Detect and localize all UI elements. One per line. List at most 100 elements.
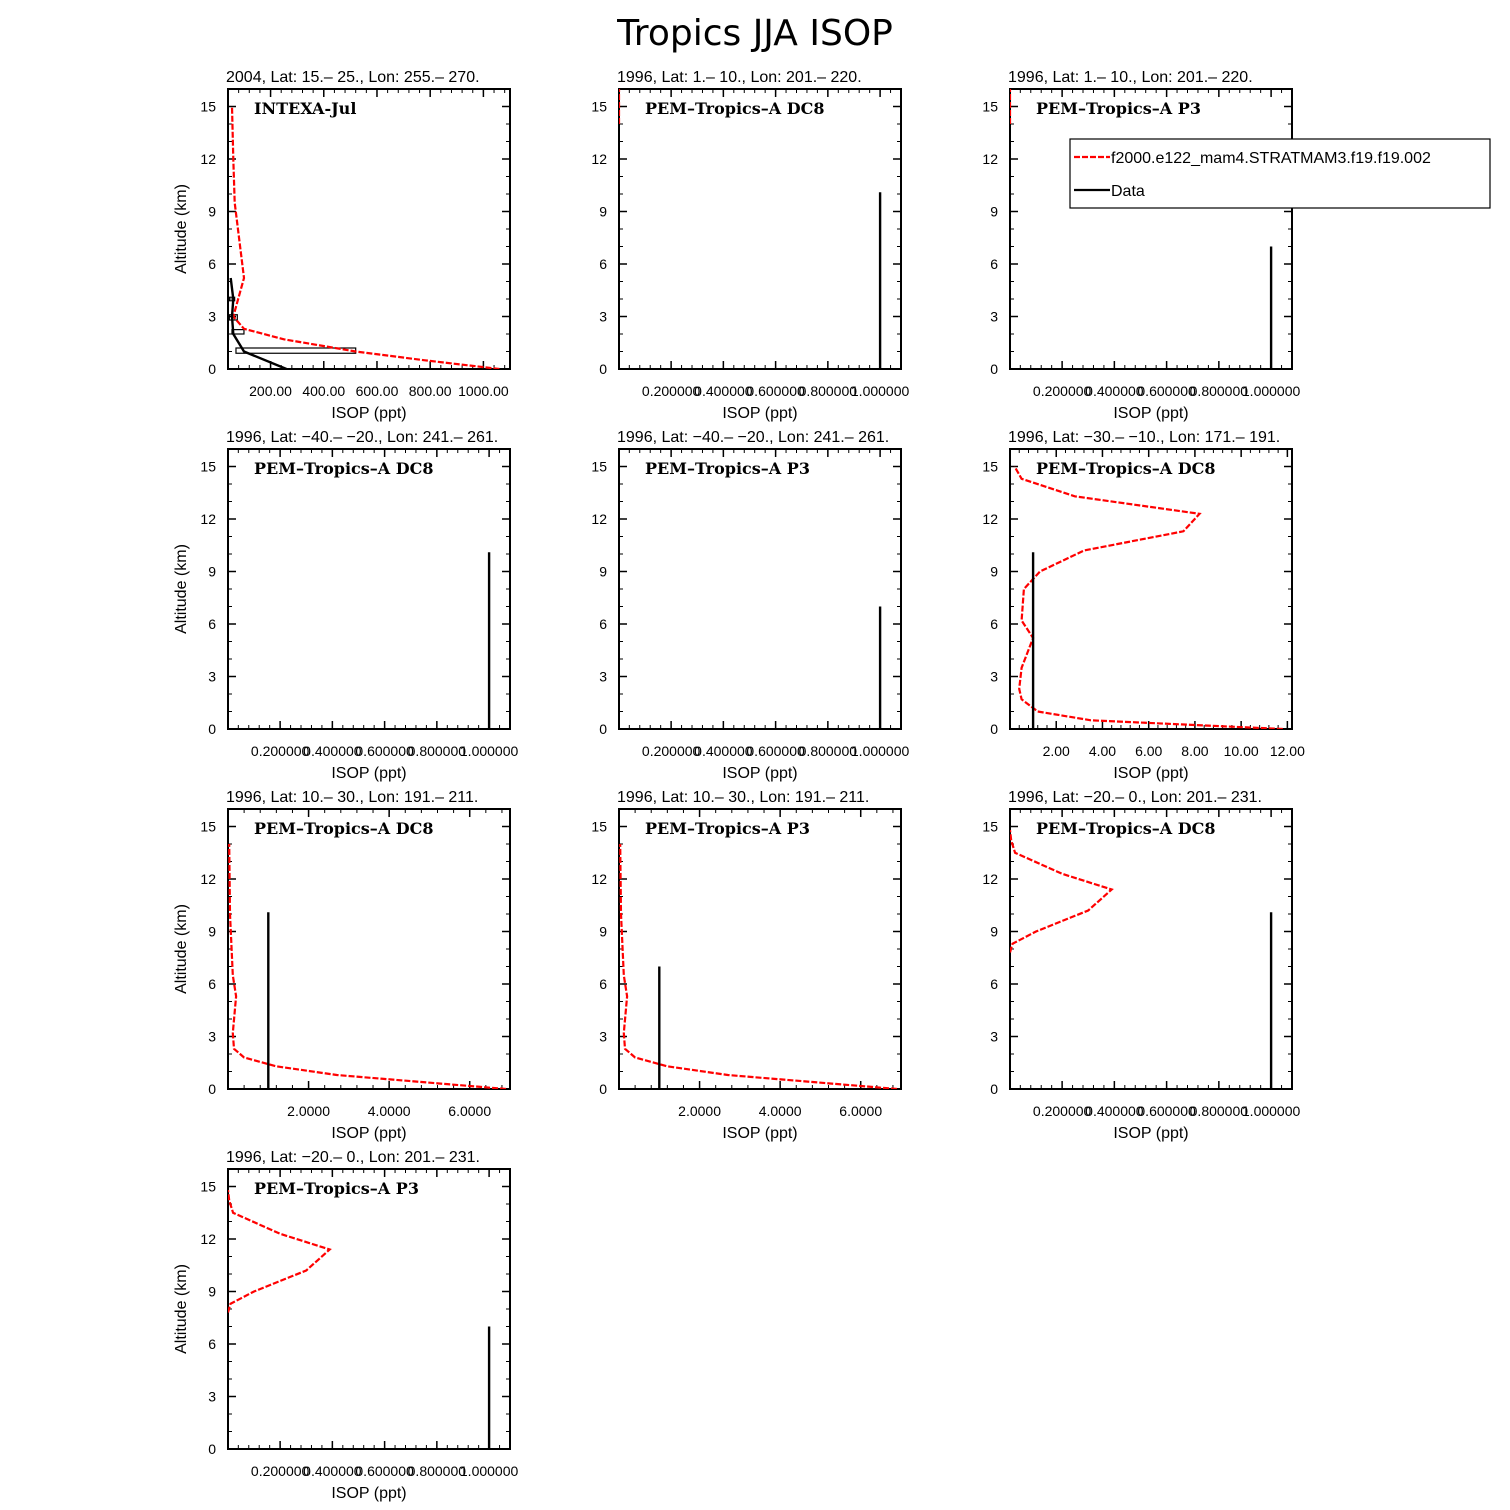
model-series-line (1010, 829, 1114, 953)
y-tick-label: 3 (599, 669, 607, 685)
panel-6: 1996, Lat: −30.– −10., Lon: 171.– 191. PE… (982, 429, 1305, 782)
x-tick-label: 0.400000 (303, 1463, 362, 1479)
y-tick-label: 12 (591, 871, 607, 887)
plot-area (228, 106, 500, 369)
x-axis-label: ISOP (ppt) (1113, 405, 1188, 422)
campaign-label: INTEXA-Jul (254, 99, 356, 118)
x-tick-label: 600.00 (356, 383, 399, 399)
y-tick-label: 3 (599, 1029, 607, 1045)
y-tick-label: 9 (990, 924, 998, 940)
y-tick-label: 0 (208, 721, 216, 737)
x-tick-label: 0.600000 (1137, 383, 1196, 399)
x-tick-label: 0.400000 (1085, 1103, 1144, 1119)
y-tick-label: 0 (208, 1081, 216, 1097)
y-tick-label: 3 (990, 669, 998, 685)
y-tick-label: 12 (982, 511, 998, 527)
y-tick-label: 15 (591, 99, 607, 115)
x-tick-label: 0.600000 (355, 743, 414, 759)
y-tick-label: 9 (599, 564, 607, 580)
x-tick-label: 0.800000 (1190, 383, 1249, 399)
x-tick-label: 4.00 (1089, 743, 1116, 759)
x-tick-label: 10.00 (1224, 743, 1259, 759)
x-tick-label: 4.0000 (759, 1103, 802, 1119)
y-tick-label: 15 (200, 99, 216, 115)
y-tick-label: 12 (200, 151, 216, 167)
x-tick-label: 200.00 (249, 383, 292, 399)
panel-3: 1996, Lat: 1.– 10., Lon: 201.– 220. PEM–T… (982, 69, 1300, 422)
x-tick-label: 0.400000 (694, 383, 753, 399)
x-tick-label: 0.400000 (694, 743, 753, 759)
panel-title: 2004, Lat: 15.– 25., Lon: 255.– 270. (226, 69, 480, 86)
y-tick-label: 6 (599, 616, 607, 632)
x-axis-label: ISOP (ppt) (331, 1485, 406, 1502)
y-tick-label: 6 (208, 976, 216, 992)
y-tick-label: 6 (599, 256, 607, 272)
x-tick-label: 0.400000 (1085, 383, 1144, 399)
panel-title: 1996, Lat: −20.– 0., Lon: 201.– 231. (1008, 789, 1262, 806)
model-series-line (228, 1189, 332, 1313)
y-tick-label: 6 (990, 616, 998, 632)
panel-4: 1996, Lat: −40.– −20., Lon: 241.– 261. PE… (173, 429, 519, 782)
y-tick-label: 15 (982, 459, 998, 475)
x-tick-label: 0.600000 (746, 743, 805, 759)
panel-5: 1996, Lat: −40.– −20., Lon: 241.– 261. PE… (591, 429, 909, 782)
x-tick-label: 0.600000 (746, 383, 805, 399)
x-tick-label: 0.800000 (799, 743, 858, 759)
panel-9: 1996, Lat: −20.– 0., Lon: 201.– 231. PEM–… (982, 789, 1300, 1142)
y-tick-label: 0 (208, 361, 216, 377)
plot-area (228, 843, 507, 1089)
y-tick-label: 15 (982, 819, 998, 835)
x-tick-label: 400.00 (302, 383, 345, 399)
x-axis-label: ISOP (ppt) (722, 405, 797, 422)
panel-1: 2004, Lat: 15.– 25., Lon: 255.– 270. INTE… (173, 69, 511, 422)
y-tick-label: 12 (982, 871, 998, 887)
legend-box (1069, 138, 1491, 209)
x-tick-label: 0.800000 (1190, 1103, 1249, 1119)
x-tick-label: 4.0000 (368, 1103, 411, 1119)
plot-frame (227, 808, 511, 1090)
y-tick-label: 15 (200, 1179, 216, 1195)
legend-entry-label: f2000.e122_mam4.STRATMAM3.f19.f19.002 (1111, 150, 1431, 167)
legend-entry-label: Data (1111, 183, 1145, 200)
x-tick-label: 2.0000 (678, 1103, 721, 1119)
x-tick-label: 0.200000 (251, 743, 310, 759)
x-tick-label: 1.000000 (460, 743, 519, 759)
panel-title: 1996, Lat: 1.– 10., Lon: 201.– 220. (617, 69, 862, 86)
x-tick-label: 0.200000 (1033, 383, 1092, 399)
y-tick-label: 3 (208, 669, 216, 685)
y-tick-label: 15 (591, 819, 607, 835)
data-series-line (229, 277, 287, 369)
panel-title: 1996, Lat: −40.– −20., Lon: 241.– 261. (226, 429, 498, 446)
x-tick-label: 0.200000 (1033, 1103, 1092, 1119)
y-tick-label: 3 (990, 309, 998, 325)
y-tick-label: 3 (208, 309, 216, 325)
x-axis-label: ISOP (ppt) (722, 1125, 797, 1142)
campaign-label: PEM–Tropics–A DC8 (254, 819, 434, 838)
x-axis-label: ISOP (ppt) (331, 765, 406, 782)
x-tick-label: 0.600000 (1137, 1103, 1196, 1119)
plot-area (1013, 465, 1283, 729)
panel-2: 1996, Lat: 1.– 10., Lon: 201.– 220. PEM–T… (591, 69, 909, 422)
campaign-label: PEM–Tropics–A P3 (1036, 99, 1201, 118)
model-series-line (1013, 465, 1283, 729)
x-tick-label: 0.200000 (642, 383, 701, 399)
model-series-line (619, 843, 898, 1089)
y-tick-label: 3 (208, 1029, 216, 1045)
x-tick-label: 2.0000 (287, 1103, 330, 1119)
x-tick-label: 1000.00 (458, 383, 509, 399)
y-tick-label: 12 (591, 151, 607, 167)
legend: f2000.e122_mam4.STRATMAM3.f19.f19.002 Dat… (1069, 138, 1491, 209)
panel-7: 1996, Lat: 10.– 30., Lon: 191.– 211. PEM–… (173, 789, 511, 1142)
plot-frame (227, 448, 511, 730)
panel-title: 1996, Lat: −20.– 0., Lon: 201.– 231. (226, 1149, 480, 1166)
model-series-line (230, 106, 500, 369)
x-axis-label: ISOP (ppt) (331, 1125, 406, 1142)
y-tick-label: 15 (982, 99, 998, 115)
y-tick-label: 6 (208, 1336, 216, 1352)
plot-frame (618, 808, 902, 1090)
y-tick-label: 3 (208, 1389, 216, 1405)
y-tick-label: 9 (208, 924, 216, 940)
x-axis-label: ISOP (ppt) (331, 405, 406, 422)
panel-title: 1996, Lat: 10.– 30., Lon: 191.– 211. (617, 789, 869, 806)
